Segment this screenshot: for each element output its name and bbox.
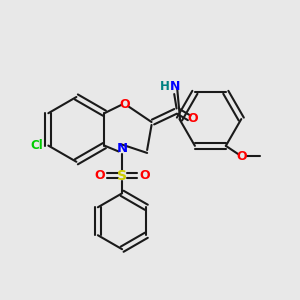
Text: O: O	[188, 112, 198, 125]
Text: O: O	[95, 169, 105, 182]
Text: O: O	[237, 150, 247, 163]
Text: S: S	[117, 169, 127, 183]
Text: O: O	[139, 169, 149, 182]
Text: N: N	[170, 80, 180, 93]
Text: Cl: Cl	[30, 139, 43, 152]
Text: O: O	[120, 98, 130, 111]
Text: H: H	[160, 80, 170, 93]
Text: N: N	[116, 142, 128, 155]
